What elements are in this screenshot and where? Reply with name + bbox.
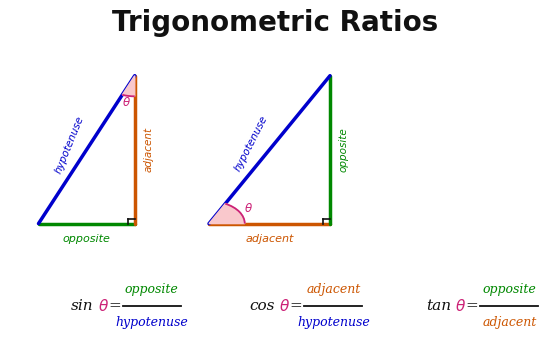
Text: adjacent: adjacent: [245, 234, 294, 244]
Text: opposite: opposite: [482, 283, 536, 296]
Text: hypotenuse: hypotenuse: [233, 115, 270, 173]
Text: opposite: opposite: [63, 234, 111, 244]
Text: hypotenuse: hypotenuse: [54, 114, 86, 174]
Text: $\theta$: $\theta$: [122, 96, 131, 108]
Text: =: =: [108, 299, 121, 313]
Text: =: =: [289, 299, 302, 313]
Text: cos: cos: [250, 299, 275, 313]
Text: tan: tan: [426, 299, 451, 313]
Text: hypotenuse: hypotenuse: [297, 316, 370, 329]
Text: adjacent: adjacent: [144, 127, 153, 172]
Text: opposite: opposite: [339, 127, 349, 172]
Text: Trigonometric Ratios: Trigonometric Ratios: [112, 9, 438, 36]
Text: adjacent: adjacent: [306, 283, 360, 296]
Text: =: =: [465, 299, 478, 313]
Polygon shape: [122, 76, 135, 96]
Polygon shape: [209, 204, 245, 224]
Text: hypotenuse: hypotenuse: [116, 316, 188, 329]
Text: opposite: opposite: [125, 283, 179, 296]
Text: $\theta$: $\theta$: [98, 298, 109, 314]
Text: $\theta$: $\theta$: [244, 202, 254, 215]
Text: $\theta$: $\theta$: [455, 298, 466, 314]
Text: sin: sin: [71, 299, 94, 313]
Text: $\theta$: $\theta$: [279, 298, 290, 314]
Text: adjacent: adjacent: [482, 316, 536, 329]
